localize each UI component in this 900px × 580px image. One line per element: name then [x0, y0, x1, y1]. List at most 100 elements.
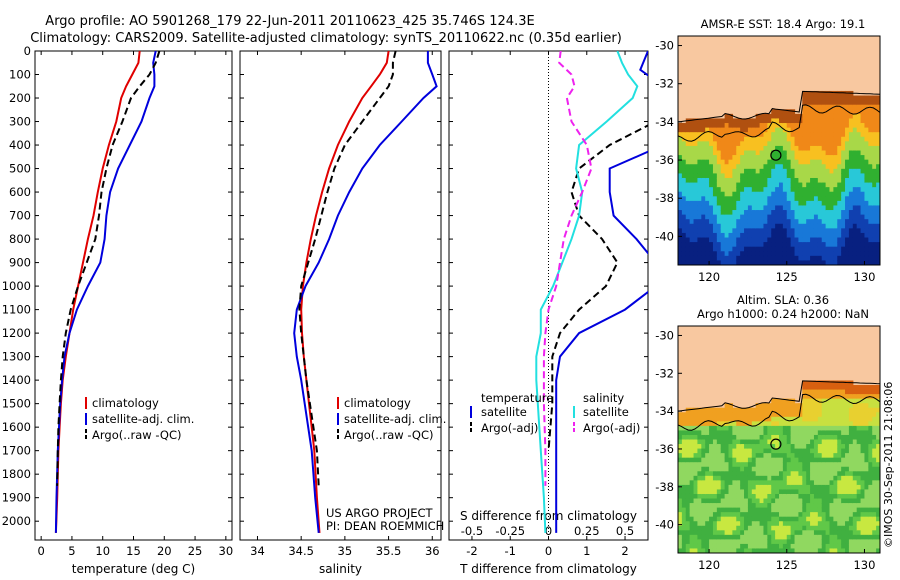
map-cell: [833, 104, 838, 110]
map-cell: [689, 453, 695, 459]
map-cell: [860, 398, 866, 404]
map-cell: [829, 113, 834, 120]
map-cell: [848, 164, 854, 170]
map-cell: [767, 530, 772, 536]
map-cell: [794, 150, 800, 156]
map-cell: [841, 430, 846, 436]
map-cell: [720, 430, 726, 436]
map-cell: [751, 430, 757, 436]
map-cell: [751, 228, 757, 234]
map-cell: [759, 457, 765, 463]
map-cell: [813, 403, 819, 409]
map-cell: [685, 530, 691, 536]
map-cell: [856, 242, 862, 248]
map-cell: [825, 196, 831, 202]
map-cell: [860, 493, 866, 500]
map-cell: [806, 132, 811, 138]
map-cell: [712, 484, 718, 491]
map-cell: [736, 503, 741, 509]
map-cell: [837, 548, 842, 553]
map-cell: [724, 177, 730, 184]
map-cell: [825, 466, 831, 472]
map-cell: [821, 425, 827, 432]
map-cell: [775, 457, 780, 463]
map-cell: [872, 398, 877, 404]
map-cell: [693, 260, 699, 265]
map-cell: [837, 109, 842, 115]
map-cell: [689, 530, 695, 536]
map-cell: [755, 534, 761, 540]
map-cell: [779, 123, 784, 129]
map-cell: [697, 512, 702, 518]
map-cell: [705, 480, 710, 486]
map-cell: [705, 439, 710, 445]
map-cell: [775, 155, 780, 161]
map-cell: [813, 385, 819, 391]
map-cell: [693, 164, 699, 170]
map-cell: [821, 109, 827, 115]
map-cell: [829, 155, 834, 161]
map-cell: [810, 191, 815, 197]
map-cell: [767, 421, 772, 427]
map-cell: [829, 548, 834, 553]
map-cell: [876, 475, 880, 481]
map-cell: [802, 457, 807, 463]
map-cell: [779, 155, 784, 161]
map-cell: [689, 507, 695, 513]
map-cell: [728, 200, 733, 207]
map-cell: [728, 246, 733, 252]
map-cell: [751, 525, 757, 531]
map-cell: [759, 439, 765, 445]
map-cell: [798, 471, 803, 477]
map-cell: [790, 132, 796, 138]
map-cell: [856, 548, 862, 553]
map-cell: [678, 246, 683, 252]
map-cell: [755, 246, 761, 252]
map-cell: [716, 182, 722, 188]
map-cell: [782, 118, 788, 124]
map-cell: [786, 155, 792, 161]
map-cell: [716, 475, 722, 481]
map-cell: [736, 136, 741, 142]
map-cell: [876, 150, 880, 156]
map-cell: [771, 187, 776, 193]
map-cell: [767, 145, 772, 152]
map-cell: [829, 498, 834, 504]
map-cell: [732, 412, 737, 418]
map-cell: [771, 543, 776, 550]
map-cell: [876, 251, 880, 257]
map-cell: [736, 260, 741, 265]
map-cell: [685, 475, 691, 481]
map-cell: [802, 113, 807, 120]
map-cell: [794, 493, 800, 500]
map-cell: [794, 484, 800, 491]
map-cell: [821, 95, 827, 101]
map-cell: [852, 109, 858, 115]
map-cell: [841, 191, 846, 197]
map-cell: [837, 530, 842, 536]
map-cell: [755, 512, 761, 518]
map-cell: [860, 109, 866, 115]
map-cell: [720, 534, 726, 540]
map-cell: [794, 123, 800, 129]
map-cell: [736, 430, 741, 436]
map-cell: [825, 412, 831, 418]
map-cell: [860, 191, 866, 197]
map-cell: [864, 543, 869, 550]
map-cell: [868, 127, 873, 133]
map-cell: [736, 246, 741, 252]
map-cell: [790, 237, 796, 243]
map-cell: [709, 480, 714, 486]
map-cell: [716, 242, 722, 248]
map-cell: [868, 543, 873, 550]
map-cell: [782, 232, 788, 239]
map-cell: [747, 462, 753, 468]
map-cell: [845, 132, 850, 138]
map-cell: [724, 136, 730, 142]
map-cell: [817, 398, 823, 404]
map-cell: [709, 155, 714, 161]
map-cell: [845, 425, 850, 432]
map-cell: [751, 493, 757, 500]
map-cell: [747, 407, 753, 413]
map-cell: [829, 196, 834, 202]
